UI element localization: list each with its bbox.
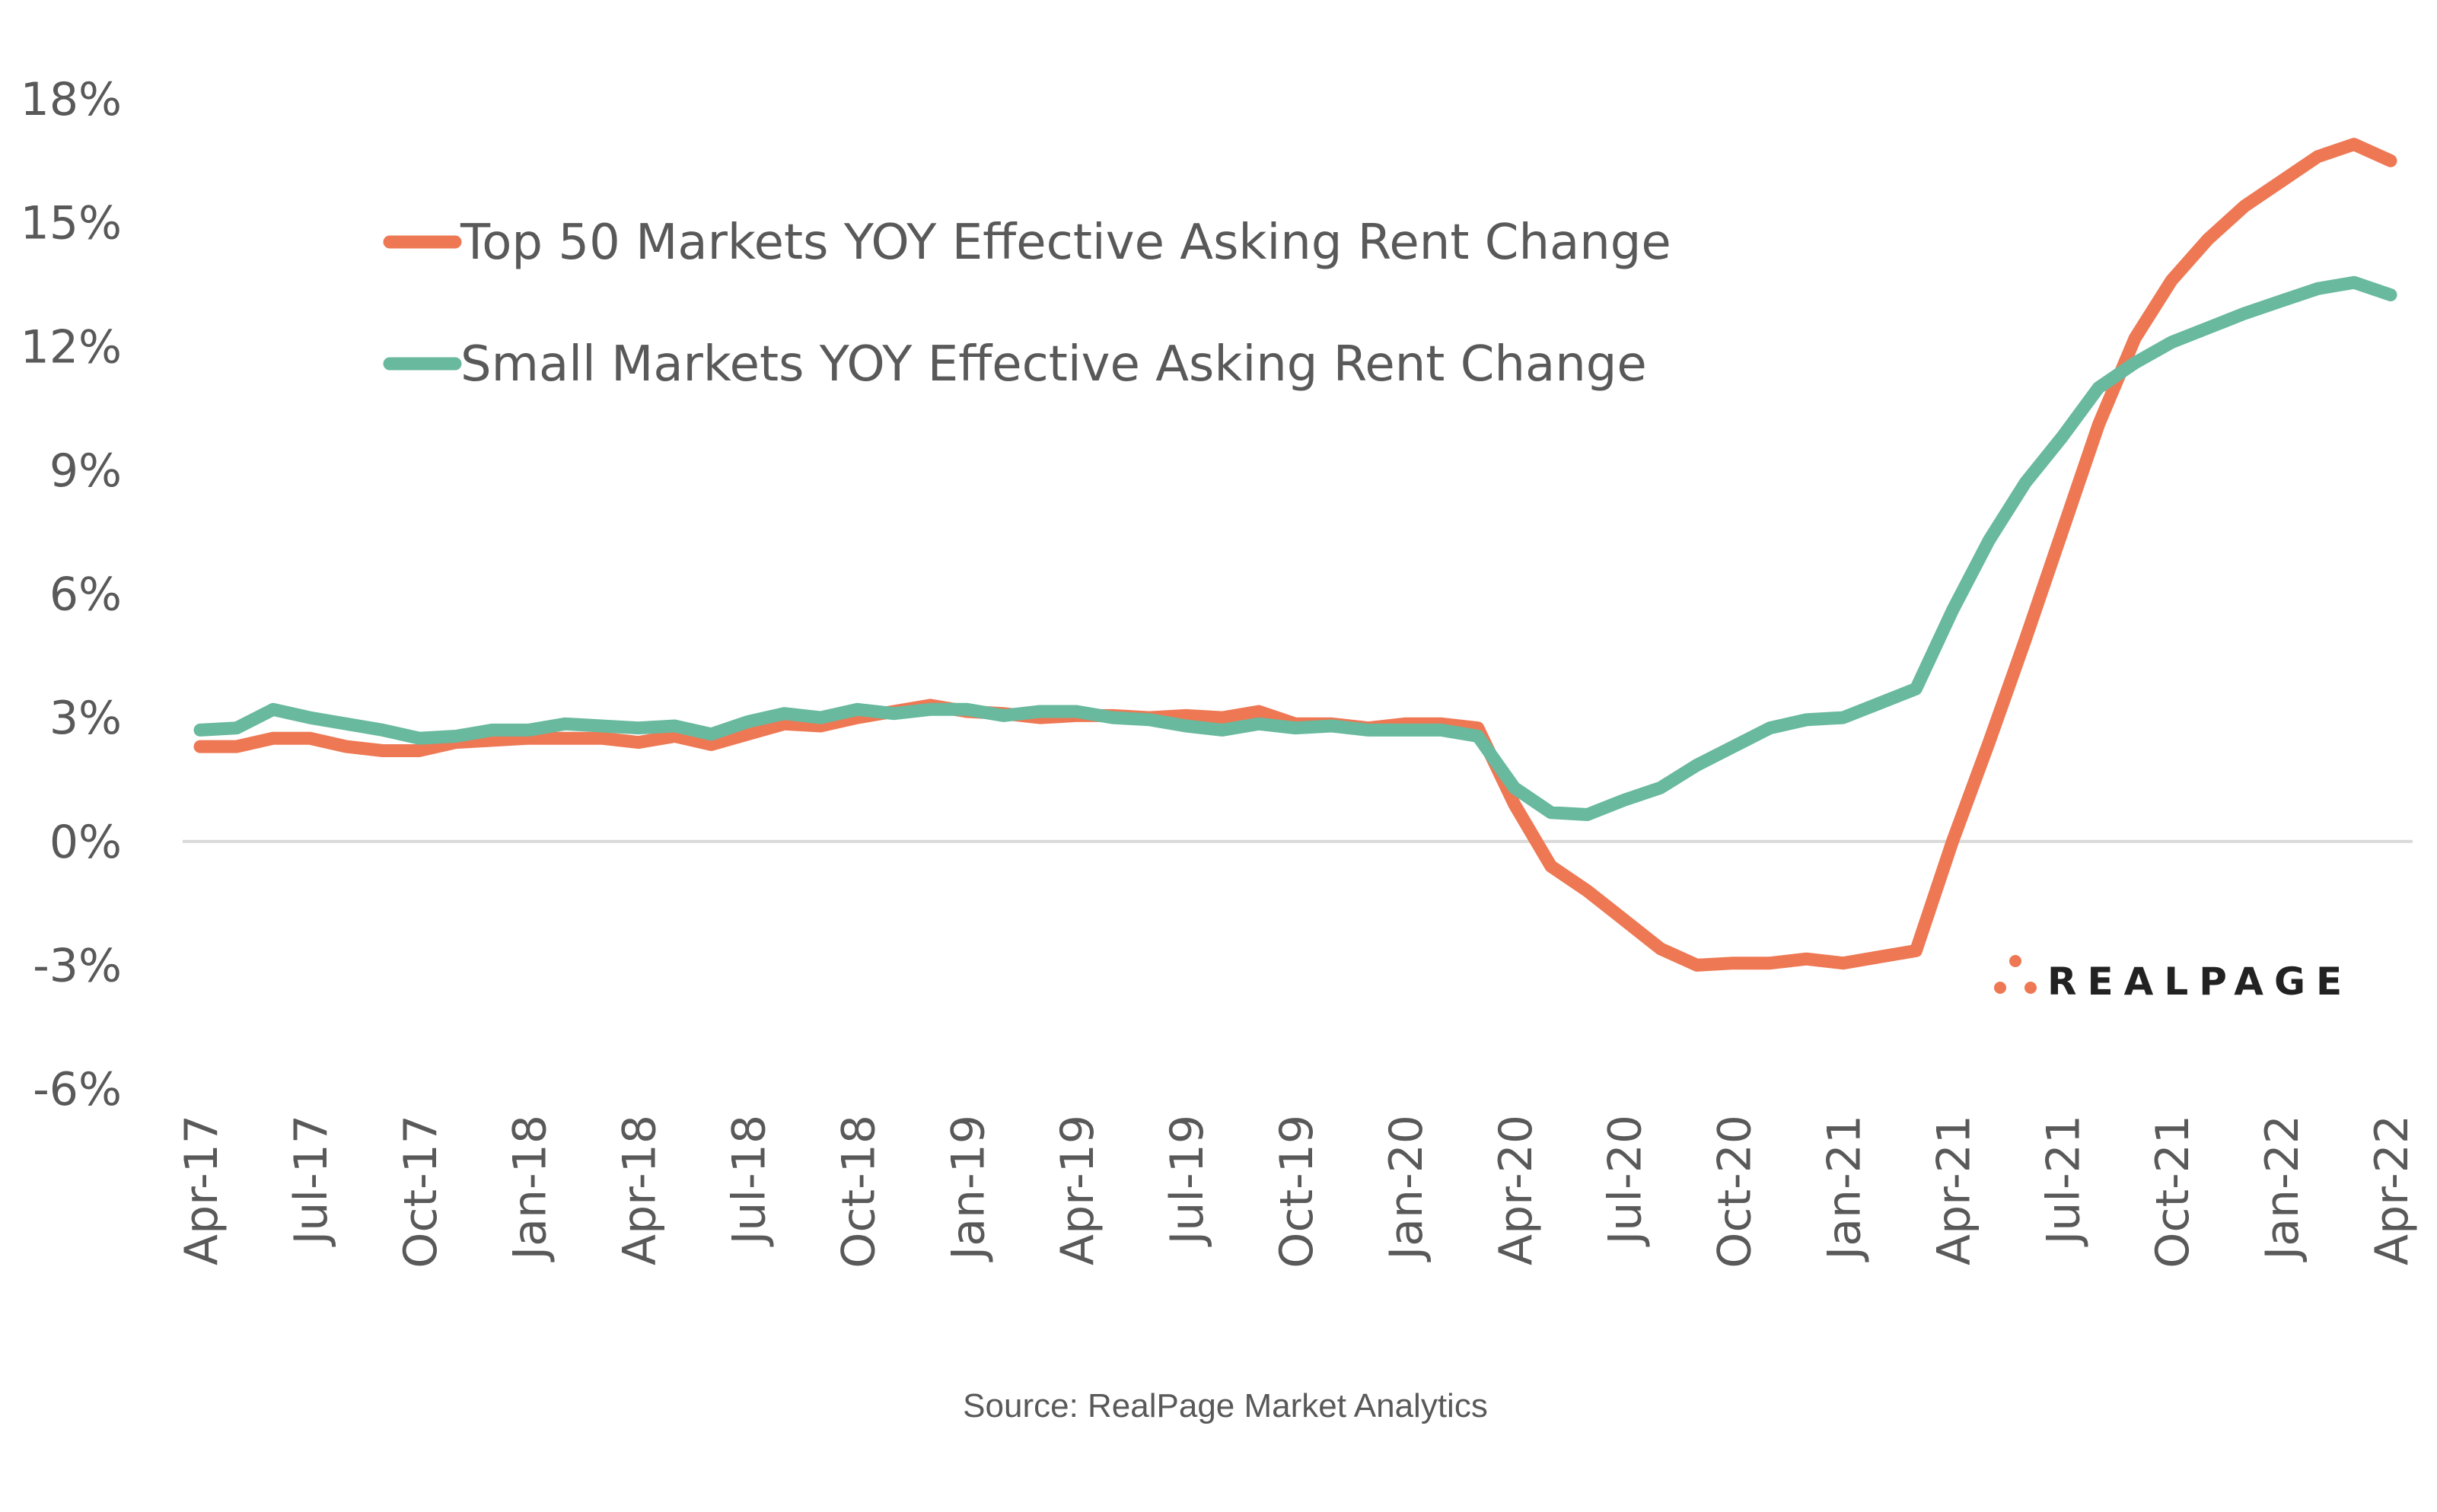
y-tick-label: -3% bbox=[33, 939, 122, 992]
y-tick-label: 3% bbox=[49, 692, 122, 745]
x-tick-label: Jan-19 bbox=[941, 1115, 995, 1263]
y-tick-label: 6% bbox=[49, 568, 122, 622]
x-tick-label: Oct-18 bbox=[832, 1115, 885, 1268]
y-tick-label: 9% bbox=[49, 444, 122, 498]
x-tick-label: Jul-17 bbox=[285, 1115, 338, 1247]
x-tick-label: Apr-22 bbox=[2365, 1115, 2419, 1265]
x-tick-label: Jan-18 bbox=[504, 1115, 557, 1263]
x-tick-label: Oct-17 bbox=[394, 1115, 448, 1268]
logo-dot bbox=[2009, 955, 2021, 967]
x-tick-label: Jul-21 bbox=[2037, 1115, 2090, 1247]
y-tick-label: -6% bbox=[33, 1063, 122, 1116]
x-tick-label: Apr-18 bbox=[613, 1115, 667, 1265]
logo-dot bbox=[2024, 982, 2037, 994]
realpage-logo: REALPAGE bbox=[1994, 955, 2353, 1004]
y-tick-label: 18% bbox=[21, 73, 122, 126]
series-line-1 bbox=[193, 275, 2397, 821]
x-tick-label: Jul-18 bbox=[723, 1115, 776, 1247]
legend-label: Top 50 Markets YOY Effective Asking Rent… bbox=[460, 215, 1671, 271]
y-tick-label: 15% bbox=[21, 197, 122, 250]
x-tick-label: Oct-19 bbox=[1270, 1115, 1324, 1268]
x-axis: Apr-17 Jul-17 Oct-17 Jan-18 Apr-18 Jul-18 Oct-… bbox=[175, 1115, 2419, 1268]
y-tick-label: 0% bbox=[49, 816, 122, 869]
x-tick-label: Jan-22 bbox=[2256, 1115, 2309, 1263]
logo-dot bbox=[1994, 982, 2006, 994]
logo-text: REALPAGE bbox=[2047, 960, 2353, 1004]
x-tick-label: Apr-21 bbox=[1927, 1115, 1980, 1265]
x-tick-label: Apr-17 bbox=[175, 1115, 228, 1265]
x-tick-label: Apr-20 bbox=[1489, 1115, 1543, 1265]
x-tick-label: Jan-20 bbox=[1380, 1115, 1433, 1263]
legend: Top 50 Markets YOY Effective Asking Rent… bbox=[383, 215, 1671, 393]
x-tick-label: Apr-19 bbox=[1051, 1115, 1104, 1265]
x-tick-label: Jan-21 bbox=[1818, 1115, 1872, 1263]
x-tick-label: Oct-21 bbox=[2146, 1115, 2200, 1268]
series-lines bbox=[193, 138, 2397, 972]
y-axis: 18% 15% 12% 9% 6% 3% 0% -3% -6% bbox=[21, 73, 122, 1116]
source-note: Source: RealPage Market Analytics bbox=[963, 1387, 1488, 1424]
y-tick-label: 12% bbox=[21, 320, 122, 374]
legend-label: Small Markets YOY Effective Asking Rent … bbox=[460, 336, 1647, 393]
x-tick-label: Jul-19 bbox=[1161, 1115, 1214, 1247]
x-tick-label: Jul-20 bbox=[1599, 1115, 1652, 1247]
x-tick-label: Oct-20 bbox=[1709, 1115, 1762, 1268]
